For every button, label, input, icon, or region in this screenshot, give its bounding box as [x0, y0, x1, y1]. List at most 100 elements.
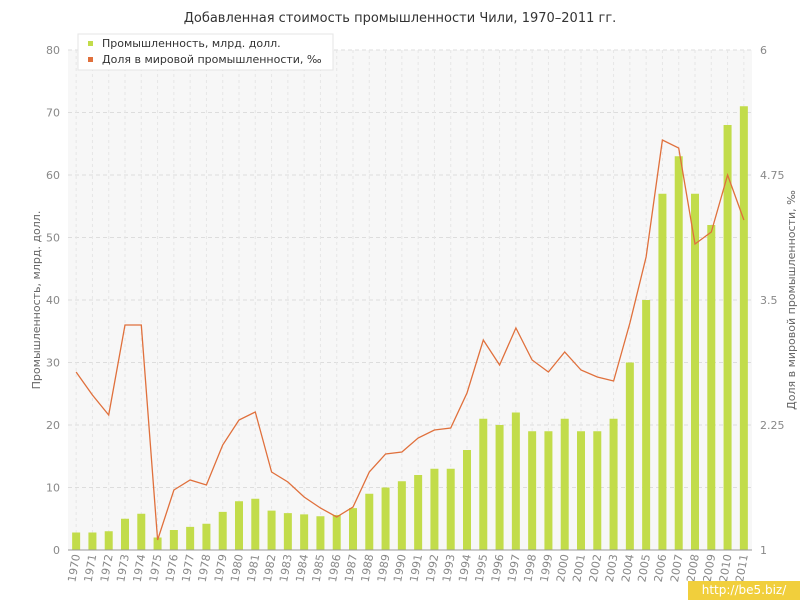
bar: [251, 498, 260, 550]
x-tick-label: 1977: [179, 553, 197, 583]
bar: [300, 514, 309, 550]
x-tick-label: 2008: [684, 553, 702, 583]
bar: [544, 431, 553, 550]
bar: [479, 418, 488, 550]
x-tick-label: 1988: [359, 553, 377, 583]
line-path: [75, 139, 745, 541]
x-tick-label: 2007: [668, 553, 686, 583]
y-tick-label: 20: [46, 419, 60, 432]
bar: [446, 468, 455, 550]
line-series: [75, 139, 745, 541]
bar: [723, 125, 732, 550]
x-tick-label: 2006: [652, 553, 670, 583]
y-tick-label: 60: [46, 169, 60, 182]
bar: [104, 531, 113, 550]
x-tick-label: 1998: [521, 553, 539, 583]
y2-tick-label: 1: [760, 544, 767, 557]
y2-tick-label: 3.5: [760, 294, 778, 307]
bar: [560, 418, 569, 550]
y2-axis-label: Доля в мировой промышленности, ‰: [785, 190, 798, 410]
bar: [169, 530, 178, 550]
bar: [137, 513, 146, 550]
chart-title: Добавленная стоимость промышленности Чил…: [184, 11, 617, 26]
x-tick-label: 2002: [587, 553, 605, 583]
y-tick-label: 70: [46, 107, 60, 120]
x-axis-ticks: 1970197119721973197419751976197719781979…: [65, 553, 750, 583]
x-tick-label: 2010: [717, 553, 735, 583]
bar: [707, 225, 716, 550]
bar: [186, 526, 195, 550]
x-tick-label: 2004: [619, 553, 637, 583]
watermark[interactable]: http://be5.biz/: [688, 581, 800, 600]
bar: [414, 475, 423, 550]
x-tick-label: 1972: [98, 553, 116, 583]
y-tick-label: 30: [46, 357, 60, 370]
x-tick-label: 2009: [701, 553, 719, 583]
bar-series: [72, 106, 748, 550]
y-tick-label: 50: [46, 232, 60, 245]
x-tick-label: 1981: [245, 553, 263, 583]
legend-swatch-bars: [88, 41, 93, 46]
bar: [691, 193, 699, 550]
x-tick-label: 1970: [65, 553, 83, 583]
bar: [577, 431, 585, 550]
x-tick-label: 1990: [391, 553, 409, 583]
bar: [625, 362, 634, 550]
x-tick-label: 1999: [538, 553, 556, 583]
x-tick-label: 1991: [407, 553, 425, 583]
bar: [202, 523, 211, 550]
y-tick-label: 0: [53, 544, 60, 557]
legend-label-line: Доля в мировой промышленности, ‰: [102, 53, 322, 66]
x-tick-label: 2011: [733, 553, 751, 583]
bar: [463, 450, 471, 550]
bar: [430, 468, 439, 550]
x-tick-label: 1995: [473, 553, 491, 583]
x-tick-label: 1993: [440, 553, 458, 583]
legend-box: [77, 33, 334, 71]
bar: [121, 518, 129, 550]
y2-tick-label: 4.75: [760, 169, 785, 182]
y2-tick-label: 6: [760, 44, 767, 57]
y-axis-label: Промышленность, млрд. долл.: [30, 211, 43, 390]
x-tick-label: 1994: [456, 553, 474, 583]
x-tick-label: 2000: [554, 553, 572, 583]
bar: [235, 501, 243, 550]
bar: [332, 515, 341, 550]
bar: [218, 511, 227, 550]
bar: [495, 425, 504, 550]
x-tick-label: 1983: [277, 553, 295, 583]
x-tick-label: 1989: [375, 553, 393, 583]
legend-label-bars: Промышленность, млрд. долл.: [102, 37, 281, 50]
x-tick-label: 1973: [114, 553, 132, 583]
x-tick-label: 1971: [82, 553, 100, 583]
x-tick-label: 2001: [570, 553, 588, 583]
bar: [642, 300, 651, 550]
right-axis-ticks: 1 2.25 3.5 4.75 6: [760, 44, 785, 557]
bar: [674, 156, 683, 550]
bar: [593, 431, 602, 550]
x-tick-label: 1984: [293, 553, 311, 583]
x-tick-label: 1985: [310, 553, 328, 583]
x-tick-label: 1976: [163, 553, 181, 583]
y-tick-label: 80: [46, 44, 60, 57]
x-tick-label: 2005: [635, 553, 653, 583]
bar: [381, 487, 390, 550]
bar: [658, 193, 667, 550]
x-tick-label: 1980: [228, 553, 246, 583]
x-tick-label: 1992: [424, 553, 442, 583]
bar: [72, 532, 81, 550]
bar: [88, 532, 97, 550]
y2-tick-label: 2.25: [760, 419, 785, 432]
bar: [316, 516, 325, 550]
bar: [528, 431, 537, 550]
bar: [153, 537, 162, 550]
x-tick-label: 1975: [147, 553, 165, 583]
legend: Промышленность, млрд. долл. Доля в миров…: [77, 33, 334, 71]
legend-swatch-line: [88, 57, 93, 62]
bar: [365, 493, 374, 550]
x-tick-label: 1974: [131, 553, 149, 583]
x-tick-label: 1986: [326, 553, 344, 583]
y-tick-label: 40: [46, 294, 60, 307]
x-tick-label: 1978: [196, 553, 214, 583]
